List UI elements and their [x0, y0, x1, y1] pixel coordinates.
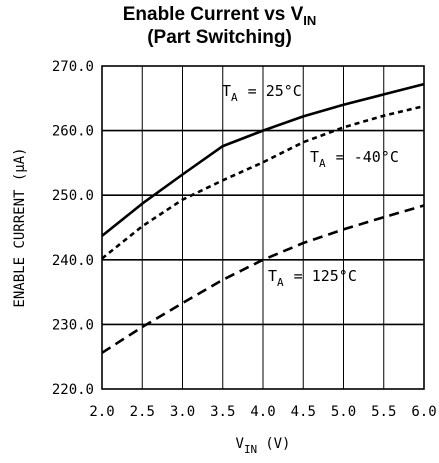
y-tick-label: 250.0: [52, 188, 94, 204]
series-label-text: TA = -40°C: [310, 148, 399, 170]
series-label: TA = 125°C: [268, 267, 357, 289]
series-line-solid: [101, 82, 425, 237]
y-tick-label: 230.0: [52, 317, 94, 333]
x-tick-label: 5.5: [371, 404, 396, 420]
series-layer: [101, 82, 425, 354]
series-line-dotted: [101, 104, 425, 260]
x-tick-label: 4.5: [291, 404, 316, 420]
series-label-main: T: [222, 82, 231, 100]
series-label: TA = -40°C: [310, 148, 399, 170]
chart-title-subscript: IN: [303, 12, 317, 28]
x-axis-label-main: V: [236, 436, 245, 452]
x-tick-label: 6.0: [411, 404, 436, 420]
x-tick-label: 2.5: [130, 404, 155, 420]
series-label-subscript: A: [319, 157, 326, 170]
series-label-rest: = 25°C: [248, 82, 302, 100]
series-label-main: T: [310, 148, 319, 166]
chart-title: Enable Current vs VIN: [0, 4, 439, 32]
chart-subtitle: (Part Switching): [147, 27, 292, 48]
series-label-rest: = 125°C: [294, 267, 357, 285]
y-axis-label: ENABLE CURRENT (µA): [12, 147, 28, 307]
series-label: TA = 25°C: [222, 82, 302, 104]
series-label-text: TA = 125°C: [268, 267, 357, 289]
series-label-subscript: A: [231, 91, 238, 104]
x-tick-label: 3.0: [170, 404, 195, 420]
series-annotations: TA = 25°CTA = -40°CTA = 125°C: [222, 82, 399, 289]
series-label-main: T: [268, 267, 277, 285]
tick-labels: 2.0 2.5 3.0 3.5 4.0 4.5 5.0 5.5 6.0 270.0 260.0 250…: [52, 59, 437, 420]
x-tick-label: 2.0: [89, 404, 114, 420]
x-axis-label-unit: (V): [265, 436, 290, 452]
x-tick-label: 4.0: [250, 404, 275, 420]
x-tick-label: 5.0: [331, 404, 356, 420]
x-axis-label-subscript: IN: [244, 443, 257, 456]
series-label-rest: = -40°C: [336, 148, 399, 166]
axis-labels: VIN (V) ENABLE CURRENT (µA): [12, 147, 290, 456]
series-label-subscript: A: [277, 276, 284, 289]
y-tick-label: 220.0: [52, 382, 94, 398]
grid: [101, 65, 425, 390]
chart-title-main: Enable Current vs V: [122, 4, 304, 25]
series-label-text: TA = 25°C: [222, 82, 302, 104]
y-tick-label: 270.0: [52, 59, 94, 75]
x-tick-label: 3.5: [210, 404, 235, 420]
y-tick-label: 240.0: [52, 253, 94, 269]
x-axis-label: VIN (V): [236, 436, 291, 456]
y-tick-label: 260.0: [52, 124, 94, 140]
